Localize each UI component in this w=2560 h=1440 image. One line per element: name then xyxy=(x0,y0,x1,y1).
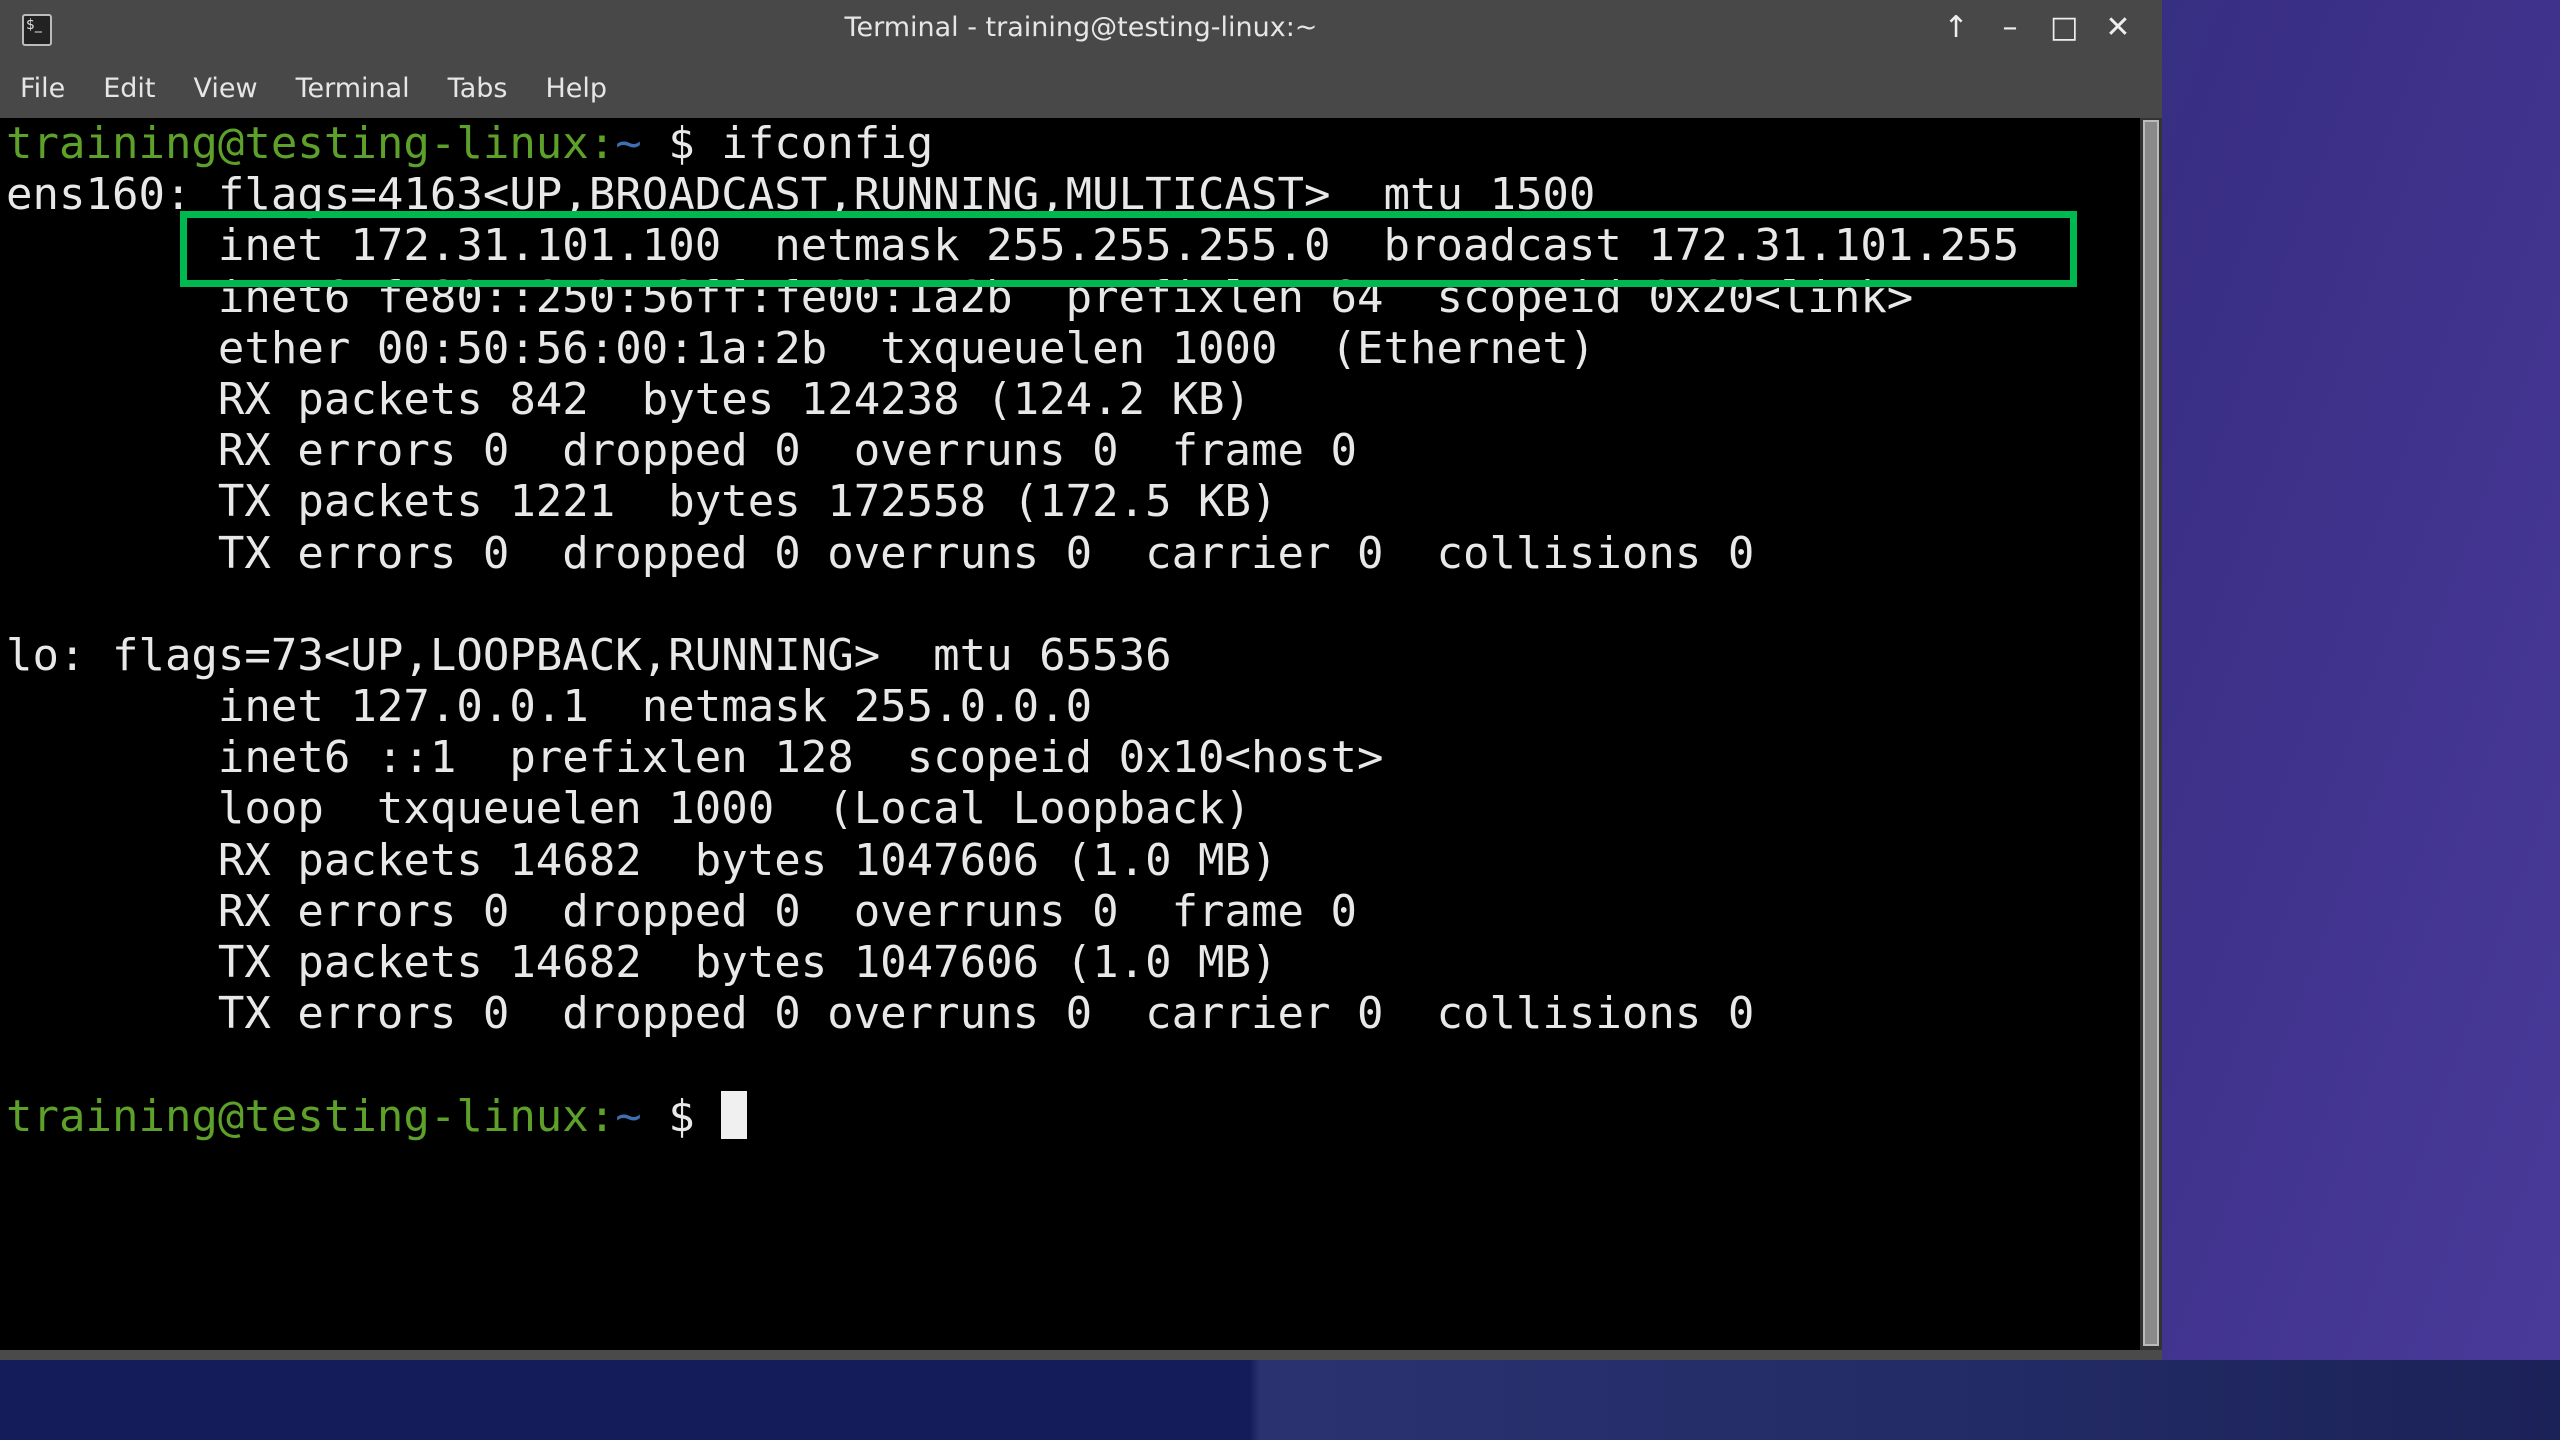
output-line: TX packets 14682 bytes 1047606 (1.0 MB) xyxy=(6,937,1278,989)
output-line: TX errors 0 dropped 0 overruns 0 carrier… xyxy=(6,527,1755,579)
highlight-box xyxy=(180,211,2077,287)
prompt-symbol: $ xyxy=(641,1090,722,1142)
output-line: loop txqueuelen 1000 (Local Loopback) xyxy=(6,783,1252,835)
menu-tabs[interactable]: Tabs xyxy=(447,72,508,104)
prompt-symbol: $ xyxy=(641,118,722,169)
text-cursor xyxy=(721,1090,748,1139)
output-line xyxy=(6,579,2140,630)
output-line xyxy=(6,1039,2140,1090)
output-line: TX packets 1221 bytes 172558 (172.5 KB) xyxy=(6,476,1278,528)
output-line: ether 00:50:56:00:1a:2b txqueuelen 1000 … xyxy=(6,322,1596,374)
menu-view[interactable]: View xyxy=(193,72,258,104)
title-bar[interactable]: $_ Terminal - training@testing-linux:~ ↑… xyxy=(0,0,2162,58)
output-line: RX packets 842 bytes 124238 (124.2 KB) xyxy=(6,373,1252,425)
command-text: ifconfig xyxy=(721,118,934,169)
prompt-user: training@testing-linux: xyxy=(6,118,616,169)
minimize-icon[interactable]: – xyxy=(2002,10,2018,45)
menu-bar: File Edit View Terminal Tabs Help xyxy=(0,58,2162,118)
terminal-window: $_ Terminal - training@testing-linux:~ ↑… xyxy=(0,0,2162,1360)
close-icon[interactable]: ✕ xyxy=(2105,10,2131,45)
menu-file[interactable]: File xyxy=(20,72,66,104)
command-line: training@testing-linux:~ $ ifconfig xyxy=(6,118,2140,169)
output-line: inet6 ::1 prefixlen 128 scopeid 0x10<hos… xyxy=(6,732,1384,784)
prompt-path: ~ xyxy=(615,118,642,169)
prompt-user: training@testing-linux: xyxy=(6,1090,616,1142)
output-line: inet 127.0.0.1 netmask 255.0.0.0 xyxy=(6,681,1093,733)
terminal-app-icon[interactable]: $_ xyxy=(22,14,52,46)
prompt-path: ~ xyxy=(615,1090,642,1142)
scrollbar-thumb[interactable] xyxy=(2143,120,2159,1346)
keep-above-icon[interactable]: ↑ xyxy=(1943,10,1969,45)
maximize-icon[interactable]: □ xyxy=(2050,10,2079,45)
output-line: RX errors 0 dropped 0 overruns 0 frame 0 xyxy=(6,425,1358,477)
output-line: TX errors 0 dropped 0 overruns 0 carrier… xyxy=(6,988,1755,1040)
menu-terminal[interactable]: Terminal xyxy=(295,72,410,104)
menu-help[interactable]: Help xyxy=(545,72,608,104)
window-title: Terminal - training@testing-linux:~ xyxy=(844,12,1318,43)
active-prompt-line: training@testing-linux:~ $ xyxy=(6,1090,2140,1142)
window-bottom-border xyxy=(0,1350,2162,1360)
output-line: RX packets 14682 bytes 1047606 (1.0 MB) xyxy=(6,834,1278,886)
menu-edit[interactable]: Edit xyxy=(103,72,156,104)
desktop-background xyxy=(0,1360,2560,1440)
output-line: inet 172.31.101.100 netmask 255.255.255.… xyxy=(6,220,2020,272)
scrollbar[interactable] xyxy=(2140,118,2162,1350)
terminal-output[interactable]: training@testing-linux:~ $ ifconfig ens16… xyxy=(0,118,2140,1350)
output-line: lo: flags=73<UP,LOOPBACK,RUNNING> mtu 65… xyxy=(6,629,1172,681)
output-line: RX errors 0 dropped 0 overruns 0 frame 0 xyxy=(6,885,1358,937)
